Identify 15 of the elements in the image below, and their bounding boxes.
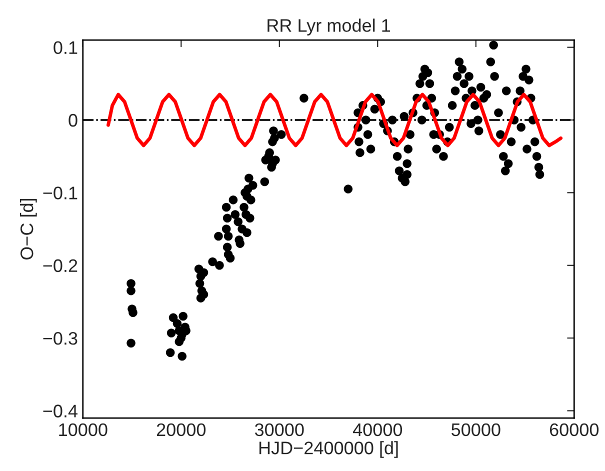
chart-title: RR Lyr model 1 xyxy=(268,18,390,36)
y-tick-label: −0.1 xyxy=(43,186,78,200)
x-tick-label: 20000 xyxy=(156,423,206,436)
y-tick-label: 0.1 xyxy=(54,41,78,54)
y-tick-label: −0.2 xyxy=(43,259,78,272)
x-tick-label: 50000 xyxy=(452,423,500,436)
x-axis-title: HJD−2400000 [d] xyxy=(259,441,398,458)
x-tick-label: 10000 xyxy=(59,423,108,436)
x-tick-label: 30000 xyxy=(254,423,304,436)
y-axis-title: O−C [d] xyxy=(20,198,37,260)
y-tick-label: −0.4 xyxy=(43,404,78,418)
y-tick-label: −0.3 xyxy=(43,332,78,345)
x-tick-label: 60000 xyxy=(550,423,599,436)
y-tick-label: 0 xyxy=(68,114,78,127)
x-tick-label: 40000 xyxy=(352,423,402,436)
